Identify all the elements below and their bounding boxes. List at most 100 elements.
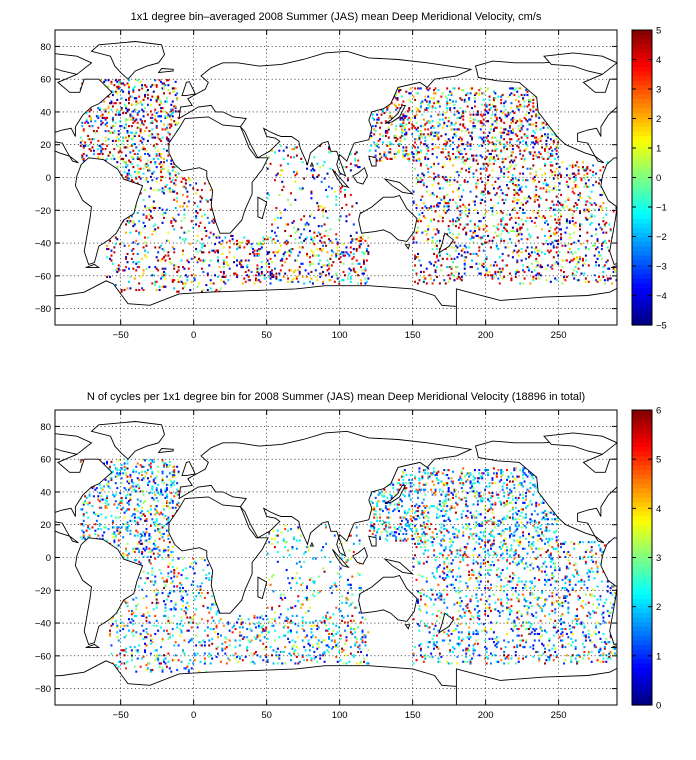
- data-cell: [511, 256, 514, 259]
- data-cell: [519, 226, 522, 229]
- data-cell: [395, 136, 398, 139]
- data-cell: [310, 192, 313, 195]
- data-cell: [151, 567, 154, 570]
- data-cell: [441, 151, 444, 154]
- data-cell: [583, 174, 586, 177]
- data-cell: [503, 121, 506, 124]
- data-cell: [409, 87, 412, 90]
- data-cell: [389, 143, 392, 146]
- data-cell: [180, 259, 183, 262]
- data-cell: [269, 270, 272, 274]
- data-cell: [573, 164, 576, 167]
- colorbar-segment: [632, 149, 652, 156]
- data-cell: [79, 141, 82, 144]
- data-cell: [301, 262, 304, 265]
- data-cell: [546, 184, 549, 187]
- data-cell: [142, 148, 145, 151]
- data-cell: [435, 156, 438, 159]
- data-cell: [171, 166, 174, 169]
- data-cell: [482, 162, 485, 165]
- data-cell: [222, 266, 225, 269]
- data-cell: [122, 82, 125, 85]
- data-cell: [379, 133, 382, 136]
- data-cell: [228, 267, 231, 270]
- data-cell: [306, 275, 309, 278]
- data-cell: [183, 231, 186, 234]
- data-cell: [152, 480, 155, 483]
- data-cell: [554, 148, 557, 151]
- data-cell: [119, 120, 122, 123]
- data-cell: [126, 129, 129, 133]
- data-cell: [412, 115, 415, 118]
- data-cell: [341, 251, 344, 254]
- data-cell: [127, 125, 130, 128]
- data-cell: [136, 509, 139, 513]
- data-cell: [549, 128, 552, 131]
- data-cell: [206, 274, 209, 277]
- data-cell: [536, 261, 539, 264]
- colorbar-segment: [632, 163, 652, 169]
- data-cell: [241, 241, 244, 244]
- data-cell: [152, 229, 155, 233]
- data-cell: [116, 611, 119, 614]
- data-cell: [127, 134, 130, 138]
- data-cell: [142, 115, 145, 118]
- data-cell: [225, 256, 228, 259]
- data-cell: [110, 102, 113, 105]
- data-cell: [163, 532, 165, 536]
- data-cell: [198, 225, 201, 228]
- data-cell: [126, 139, 129, 142]
- data-cell: [106, 244, 109, 247]
- colorbar-segment: [632, 80, 652, 86]
- data-cell: [606, 259, 609, 262]
- data-cell: [266, 252, 269, 256]
- data-cell: [322, 215, 325, 218]
- data-cell: [165, 665, 168, 668]
- data-cell: [133, 108, 136, 111]
- data-cell: [200, 251, 203, 254]
- data-cell: [120, 508, 123, 511]
- data-cell: [92, 152, 95, 156]
- data-cell: [456, 266, 459, 269]
- data-cell: [532, 180, 535, 183]
- data-cell: [441, 220, 444, 223]
- data-cell: [530, 251, 533, 254]
- data-cell: [135, 79, 138, 82]
- data-cell: [110, 80, 113, 83]
- data-cell: [342, 251, 345, 254]
- data-cell: [129, 174, 132, 177]
- x-tick-label: −50: [113, 330, 129, 341]
- data-cell: [349, 234, 352, 237]
- data-cell: [117, 503, 120, 506]
- data-cell: [473, 93, 476, 97]
- data-cell: [419, 105, 422, 108]
- data-cell: [459, 198, 462, 201]
- data-cell: [117, 151, 120, 154]
- data-cell: [106, 116, 109, 119]
- data-cell: [154, 529, 157, 532]
- data-cell: [516, 192, 519, 195]
- data-cell: [495, 121, 498, 124]
- data-cell: [533, 195, 536, 198]
- data-cell: [551, 133, 554, 136]
- data-cell: [536, 198, 539, 201]
- data-cell: [145, 627, 148, 631]
- data-cell: [533, 143, 536, 146]
- data-cell: [435, 247, 438, 251]
- data-cell: [107, 138, 110, 141]
- data-cell: [97, 139, 100, 142]
- data-cell: [97, 498, 100, 501]
- data-cell: [430, 166, 433, 169]
- data-cell: [427, 238, 430, 241]
- data-cell: [126, 557, 129, 560]
- data-cell: [163, 654, 165, 657]
- data-cell: [256, 252, 259, 256]
- data-cell: [161, 532, 164, 536]
- data-cell: [454, 270, 457, 274]
- data-cell: [522, 179, 525, 182]
- data-cell: [126, 175, 129, 178]
- data-cell: [592, 164, 595, 167]
- data-cell: [500, 188, 503, 192]
- data-cell: [435, 134, 438, 138]
- data-cell: [506, 167, 509, 170]
